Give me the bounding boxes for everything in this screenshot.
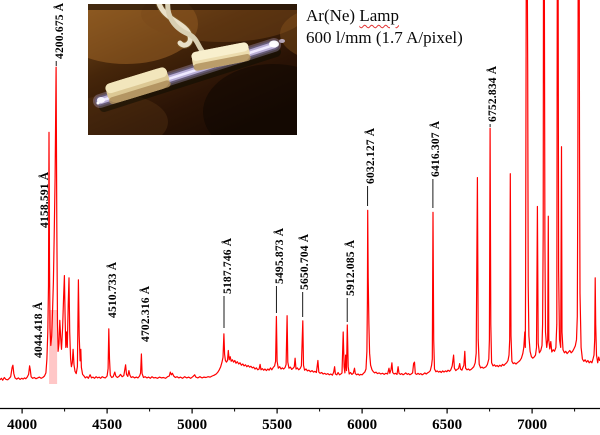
lamp-wrap-right bbox=[191, 42, 251, 71]
x-axis-tick-label: 5000 bbox=[177, 417, 207, 433]
peak-wavelength-label: 4510.733 Å bbox=[105, 261, 119, 318]
peak-wavelength-label: 5650.704 Å bbox=[297, 233, 311, 290]
x-axis-tick-label: 4500 bbox=[92, 417, 122, 433]
peak-wavelength-label: 5495.873 Å bbox=[272, 227, 286, 284]
chart-title: Ar(Ne) Lamp 600 l/mm (1.7 A/pixel) bbox=[306, 5, 463, 49]
title-lamp-name: Ar(Ne) bbox=[306, 6, 360, 25]
peak-wavelength-label: 4044.418 Å bbox=[31, 301, 45, 358]
peak-wavelength-label: 5912.085 Å bbox=[343, 239, 357, 296]
x-axis-tick-label: 6500 bbox=[432, 417, 462, 433]
lamp-electrode-tips bbox=[96, 39, 285, 105]
unresolved-lines-shading bbox=[49, 310, 58, 384]
spectrum-line bbox=[0, 0, 600, 381]
peak-wavelength-label: 4702.316 Å bbox=[138, 285, 152, 342]
x-axis-tick-label: 6000 bbox=[347, 417, 377, 433]
peak-wavelength-label: 6752.834 Å bbox=[485, 65, 499, 122]
peak-wavelength-label: 4200.675 Å bbox=[52, 2, 66, 59]
title-word-spellcheck-squiggle: Lamp bbox=[359, 6, 399, 25]
lamp-photo-inset bbox=[54, 0, 400, 160]
lamp-wrap-left bbox=[105, 67, 171, 105]
lamp-cable bbox=[154, 0, 207, 56]
x-axis-tick-label: 5500 bbox=[262, 417, 292, 433]
chart-title-line2: 600 l/mm (1.7 A/pixel) bbox=[306, 28, 463, 47]
chart-title-line1: Ar(Ne) Lamp bbox=[306, 5, 463, 27]
lamp-photo-art bbox=[54, 0, 400, 160]
peak-wavelength-label: 4158.591 Å bbox=[37, 171, 51, 228]
x-axis-tick-label: 7000 bbox=[517, 417, 547, 433]
x-axis-tick-label: 4000 bbox=[7, 417, 37, 433]
peak-wavelength-label: 5187.746 Å bbox=[220, 237, 234, 294]
peak-wavelength-label: 6416.307 Å bbox=[428, 120, 442, 177]
peak-wavelength-label: 6032.127 Å bbox=[363, 127, 377, 184]
